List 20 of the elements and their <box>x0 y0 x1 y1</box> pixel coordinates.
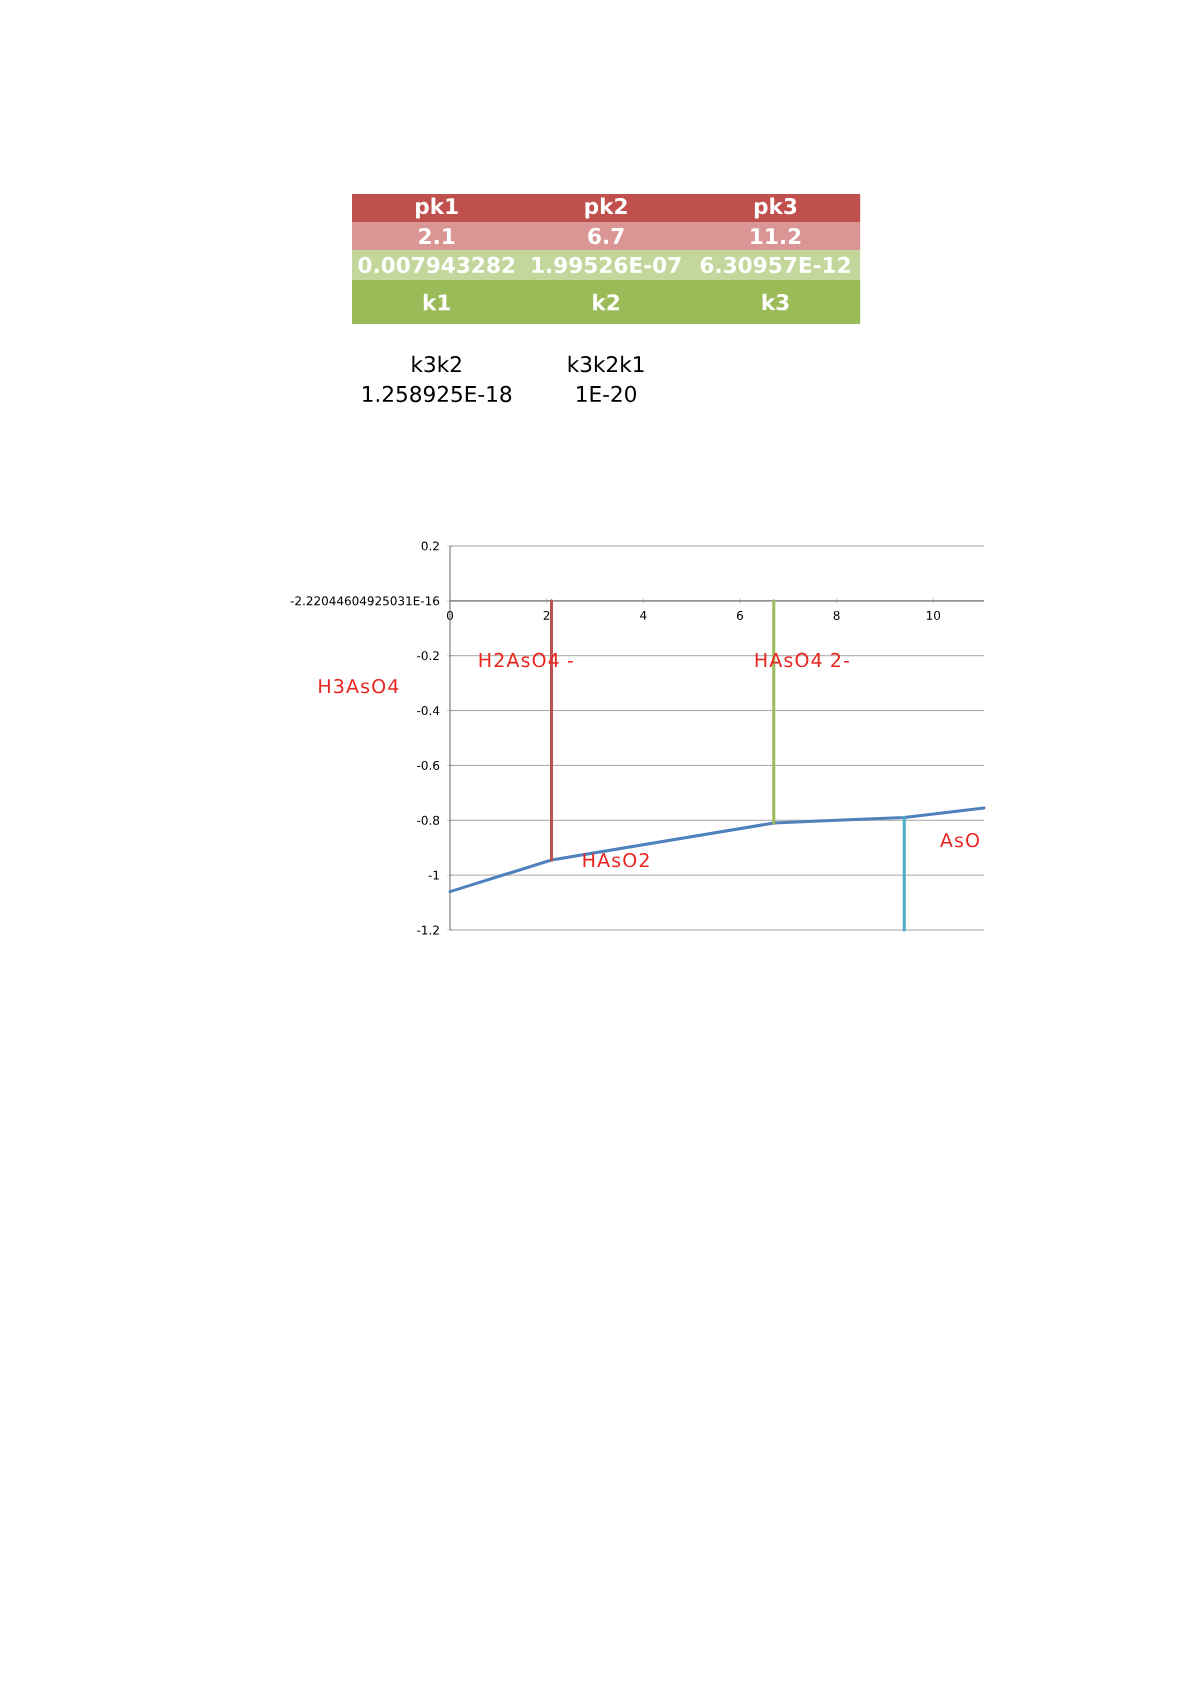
text: k1 <box>423 293 450 311</box>
text: 1.258925E-18 <box>363 385 512 403</box>
text: 0.007943282 <box>358 256 515 274</box>
text: 6.30957E-12 <box>700 256 850 274</box>
text: 11.2 <box>751 227 801 245</box>
text: 1E-20 <box>577 385 637 403</box>
text: pk1 <box>416 197 458 219</box>
annotation: AsO <box>940 832 979 848</box>
text: k2 <box>593 293 619 311</box>
text: k3k2 <box>412 355 461 373</box>
line-series <box>448 806 986 894</box>
text: 2.1 <box>419 227 455 245</box>
text: pk2 <box>585 197 627 219</box>
text: 1.99526E-07 <box>532 256 681 274</box>
text: pk3 <box>754 197 797 219</box>
text: 6.7 <box>588 227 624 245</box>
annotation: HAsO2 <box>583 852 649 868</box>
text: k3 <box>762 293 789 311</box>
text: H3AsO4 <box>319 678 399 694</box>
text: k3k2k1 <box>568 355 644 373</box>
